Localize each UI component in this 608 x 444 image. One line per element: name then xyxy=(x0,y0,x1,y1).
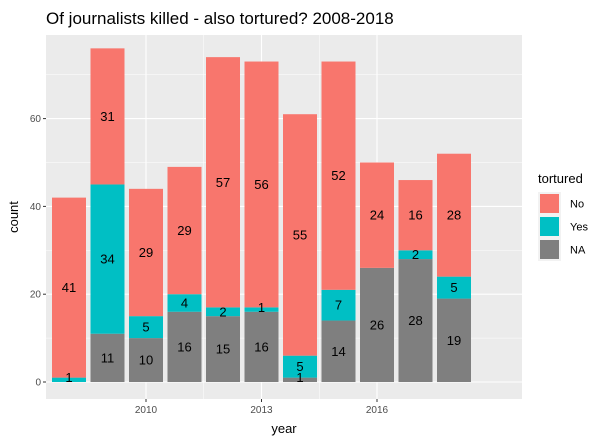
legend-title: tortured xyxy=(538,171,583,186)
y-axis-label: count xyxy=(6,201,21,233)
x-axis-ticks: 2010 2013 2016 xyxy=(135,399,389,416)
bar-no-2011 xyxy=(167,166,202,295)
chart-title: Of journalists killed - also tortured? 2… xyxy=(46,9,394,28)
data-label-no-2008: 41 xyxy=(62,280,76,295)
data-label-na-2012: 15 xyxy=(216,342,230,357)
bar-no-2013 xyxy=(244,61,279,308)
data-label-no-2014: 55 xyxy=(293,227,307,242)
data-label-yes-2013: 1 xyxy=(258,300,265,315)
x-axis-label: year xyxy=(271,421,297,436)
x-tick-label: 2010 xyxy=(135,405,158,416)
data-label-no-2017: 16 xyxy=(408,208,422,223)
data-labels: 1411134311052916429152571615615551475226… xyxy=(62,109,461,385)
data-label-na-2017: 28 xyxy=(408,313,422,328)
legend-key-no xyxy=(540,194,559,213)
legend-label-na: NA xyxy=(570,245,586,257)
data-label-yes-2009: 34 xyxy=(100,252,114,267)
y-tick-label: 40 xyxy=(30,202,42,213)
bar-na-2014 xyxy=(283,377,317,382)
bar-yes-2015 xyxy=(321,289,356,321)
bar-yes-2008 xyxy=(52,377,86,382)
bar-yes-2009 xyxy=(90,184,125,334)
data-label-no-2016: 24 xyxy=(370,208,384,223)
bar-na-2013 xyxy=(244,311,279,382)
data-label-no-2010: 29 xyxy=(139,245,153,260)
bars xyxy=(52,48,471,382)
legend-key-na xyxy=(540,240,559,259)
bar-yes-2013 xyxy=(244,307,279,312)
data-label-no-2018: 28 xyxy=(447,208,461,223)
data-label-na-2015: 14 xyxy=(331,344,345,359)
data-label-no-2011: 29 xyxy=(177,223,191,238)
bar-na-2009 xyxy=(90,333,125,382)
bar-yes-2012 xyxy=(206,307,240,317)
bar-na-2010 xyxy=(129,338,163,382)
data-label-na-2013: 16 xyxy=(254,339,268,354)
data-label-na-2009: 11 xyxy=(101,350,115,365)
data-label-no-2015: 52 xyxy=(331,168,345,183)
data-label-yes-2014: 5 xyxy=(296,359,303,374)
bar-yes-2010 xyxy=(129,316,163,339)
data-label-na-2016: 26 xyxy=(370,317,384,332)
y-tick-label: 60 xyxy=(30,114,42,125)
bar-na-2012 xyxy=(206,316,240,382)
bar-na-2011 xyxy=(167,311,202,382)
bar-na-2016 xyxy=(360,267,394,382)
bar-yes-2017 xyxy=(398,250,433,260)
data-label-na-2014: 1 xyxy=(296,370,303,385)
bar-no-2014 xyxy=(283,114,317,356)
data-label-yes-2015: 7 xyxy=(335,298,342,313)
bar-no-2009 xyxy=(90,48,125,185)
bar-no-2015 xyxy=(321,61,356,290)
data-label-yes-2012: 2 xyxy=(219,304,226,319)
data-label-na-2018: 19 xyxy=(447,333,461,348)
bar-no-2018 xyxy=(437,153,471,277)
data-label-yes-2011: 4 xyxy=(181,295,188,310)
y-tick-label: 0 xyxy=(35,378,41,389)
data-label-na-2010: 10 xyxy=(139,353,153,368)
bar-no-2016 xyxy=(360,162,394,268)
legend-key-yes xyxy=(540,217,559,236)
data-label-no-2012: 57 xyxy=(216,175,230,190)
data-label-no-2013: 56 xyxy=(254,177,268,192)
bar-yes-2018 xyxy=(437,276,471,299)
y-axis-ticks: 0 20 40 60 xyxy=(30,114,46,389)
data-label-yes-2010: 5 xyxy=(142,320,149,335)
bar-na-2015 xyxy=(321,320,356,382)
legend-label-yes: Yes xyxy=(570,222,588,234)
bar-na-2018 xyxy=(437,298,471,382)
bar-na-2017 xyxy=(398,259,433,382)
data-label-yes-2018: 5 xyxy=(450,280,457,295)
x-tick-label: 2016 xyxy=(366,405,389,416)
legend: tortured No Yes NA xyxy=(538,171,588,261)
y-tick-label: 20 xyxy=(30,290,42,301)
data-label-na-2011: 16 xyxy=(177,339,191,354)
legend-label-no: No xyxy=(570,199,584,211)
data-label-yes-2017: 2 xyxy=(412,247,419,262)
bar-yes-2014 xyxy=(283,355,317,378)
data-label-no-2009: 31 xyxy=(100,109,114,124)
bar-no-2017 xyxy=(398,180,433,251)
bar-no-2008 xyxy=(52,197,86,378)
bar-yes-2011 xyxy=(167,294,202,312)
bar-no-2010 xyxy=(129,188,163,317)
bar-no-2012 xyxy=(206,57,240,308)
x-tick-label: 2013 xyxy=(250,405,273,416)
data-label-yes-2008: 1 xyxy=(65,370,72,385)
